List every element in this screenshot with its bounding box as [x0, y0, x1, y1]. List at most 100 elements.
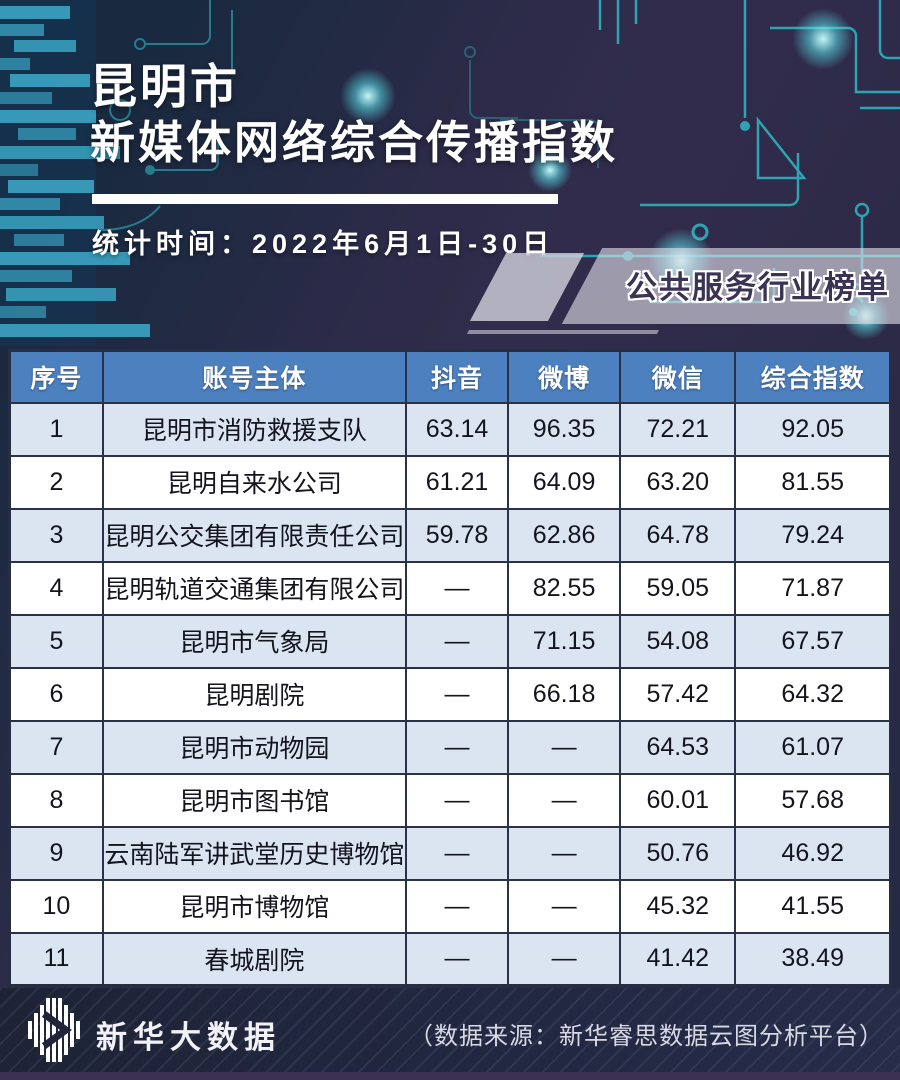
table-row: 11 春城剧院 — —41.42 38.49 [8, 931, 892, 987]
wechat-score-cell: 57.42 [619, 666, 737, 722]
douyin-score-cell: — [404, 931, 510, 987]
douyin-score-cell: — [404, 613, 510, 669]
account-cell: 昆明市动物园 [101, 719, 407, 775]
rank-cell: 8 [8, 772, 104, 828]
wechat-score-cell: 64.78 [619, 507, 737, 563]
rank-cell: 3 [8, 507, 104, 563]
weibo-score-cell: 96.35 [507, 401, 622, 457]
index-score-cell: 38.49 [734, 931, 892, 987]
weibo-score-cell: 71.15 [507, 613, 622, 669]
weibo-score-cell: — [507, 931, 622, 987]
rank-cell: 9 [8, 825, 104, 881]
weibo-score-cell: — [507, 825, 622, 881]
index-score-cell: 79.24 [734, 507, 892, 563]
table-row: 3 昆明公交集团有限责任公司 59.78 62.86 64.78 79.24 [8, 507, 892, 563]
douyin-score-cell: — [404, 825, 510, 881]
index-score-cell: 46.92 [734, 825, 892, 881]
rank-cell: 7 [8, 719, 104, 775]
col-header-douyin: 抖音 [404, 349, 510, 404]
account-cell: 昆明公交集团有限责任公司 [101, 507, 407, 563]
wechat-score-cell: 50.76 [619, 825, 737, 881]
douyin-score-cell: — [404, 666, 510, 722]
table-row: 8 昆明市图书馆 — —60.01 57.68 [8, 772, 892, 828]
account-cell: 昆明市图书馆 [101, 772, 407, 828]
wechat-score-cell: 59.05 [619, 560, 737, 616]
glow-dot [792, 8, 854, 70]
douyin-score-cell: 61.21 [404, 454, 510, 510]
weibo-score-cell: — [507, 772, 622, 828]
brand-name: 新华大数据 [96, 1020, 281, 1055]
index-score-cell: 41.55 [734, 878, 892, 934]
col-header-rank: 序号 [8, 349, 104, 404]
index-score-cell: 81.55 [734, 454, 892, 510]
table-row: 9 云南陆军讲武堂历史博物馆 — —50.76 46.92 [8, 825, 892, 881]
rank-cell: 10 [8, 878, 104, 934]
col-header-index: 综合指数 [734, 349, 892, 404]
weibo-score-cell: — [507, 878, 622, 934]
weibo-score-cell: 82.55 [507, 560, 622, 616]
douyin-score-cell: — [404, 719, 510, 775]
index-score-cell: 57.68 [734, 772, 892, 828]
page-title-main: 新媒体网络综合传播指数 [90, 117, 619, 168]
rank-cell: 1 [8, 401, 104, 457]
douyin-score-cell: — [404, 560, 510, 616]
rank-cell: 6 [8, 666, 104, 722]
table-body: 1 昆明市消防救援支队 63.14 96.35 72.21 92.05 2 昆明自来水公司 61… [8, 401, 892, 987]
wechat-score-cell: 64.53 [619, 719, 737, 775]
index-score-cell: 92.05 [734, 401, 892, 457]
rank-cell: 11 [8, 931, 104, 987]
table-row: 1 昆明市消防救援支队 63.14 96.35 72.21 92.05 [8, 401, 892, 457]
table-row: 7 昆明市动物园 — —64.53 61.07 [8, 719, 892, 775]
index-score-cell: 67.57 [734, 613, 892, 669]
glow-dot [340, 68, 396, 124]
account-cell: 昆明市气象局 [101, 613, 407, 669]
rank-cell: 5 [8, 613, 104, 669]
badge-underline [466, 330, 660, 334]
weibo-score-cell: 62.86 [507, 507, 622, 563]
stats-period-label: 统计时间：2022年6月1日-30日 [92, 229, 555, 259]
footer-bar: 新华大数据 （数据来源：新华睿思数据云图分析平台） [0, 988, 900, 1072]
glow-dot [528, 148, 572, 192]
wechat-score-cell: 54.08 [619, 613, 737, 669]
table-header: 序号 账号主体 抖音 微博 微信 综合指数 [8, 349, 892, 404]
douyin-score-cell: 63.14 [404, 401, 510, 457]
table-row: 2 昆明自来水公司 61.21 64.09 63.20 81.55 [8, 454, 892, 510]
account-cell: 昆明剧院 [101, 666, 407, 722]
table-row: 6 昆明剧院 —66.18 57.42 64.32 [8, 666, 892, 722]
xinhua-logo-icon [28, 998, 80, 1062]
rank-cell: 2 [8, 454, 104, 510]
weibo-score-cell: 66.18 [507, 666, 622, 722]
wechat-score-cell: 63.20 [619, 454, 737, 510]
account-cell: 昆明市博物馆 [101, 878, 407, 934]
weibo-score-cell: 64.09 [507, 454, 622, 510]
col-header-wechat: 微信 [619, 349, 737, 404]
account-cell: 昆明轨道交通集团有限公司 [101, 560, 407, 616]
table-row: 4 昆明轨道交通集团有限公司 —82.55 59.05 71.87 [8, 560, 892, 616]
wechat-score-cell: 45.32 [619, 878, 737, 934]
wechat-score-cell: 41.42 [619, 931, 737, 987]
index-score-cell: 71.87 [734, 560, 892, 616]
wechat-score-cell: 60.01 [619, 772, 737, 828]
douyin-score-cell: — [404, 772, 510, 828]
page-title-city: 昆明市 [90, 60, 240, 113]
weibo-score-cell: — [507, 719, 622, 775]
industry-ranking-badge: 公共服务行业榜单 [626, 270, 890, 305]
bottom-accent-strip [0, 1072, 900, 1080]
douyin-score-cell: — [404, 878, 510, 934]
table-row: 5 昆明市气象局 —71.15 54.08 67.57 [8, 613, 892, 669]
col-header-account: 账号主体 [101, 349, 407, 404]
title-underline-bar [92, 194, 558, 204]
wechat-score-cell: 72.21 [619, 401, 737, 457]
account-cell: 昆明市消防救援支队 [101, 401, 407, 457]
circuit-bars-decoration [0, 0, 233, 346]
rank-cell: 4 [8, 560, 104, 616]
table-row: 10 昆明市博物馆 — —45.32 41.55 [8, 878, 892, 934]
douyin-score-cell: 59.78 [404, 507, 510, 563]
index-score-cell: 61.07 [734, 719, 892, 775]
data-source-note: （数据来源：新华睿思数据云图分析平台） [409, 1023, 884, 1050]
ranking-table: 序号 账号主体 抖音 微博 微信 综合指数 1 昆明市消防救援支队 63.14 96.… [8, 349, 892, 987]
index-score-cell: 64.32 [734, 666, 892, 722]
account-cell: 昆明自来水公司 [101, 454, 407, 510]
col-header-weibo: 微博 [507, 349, 622, 404]
